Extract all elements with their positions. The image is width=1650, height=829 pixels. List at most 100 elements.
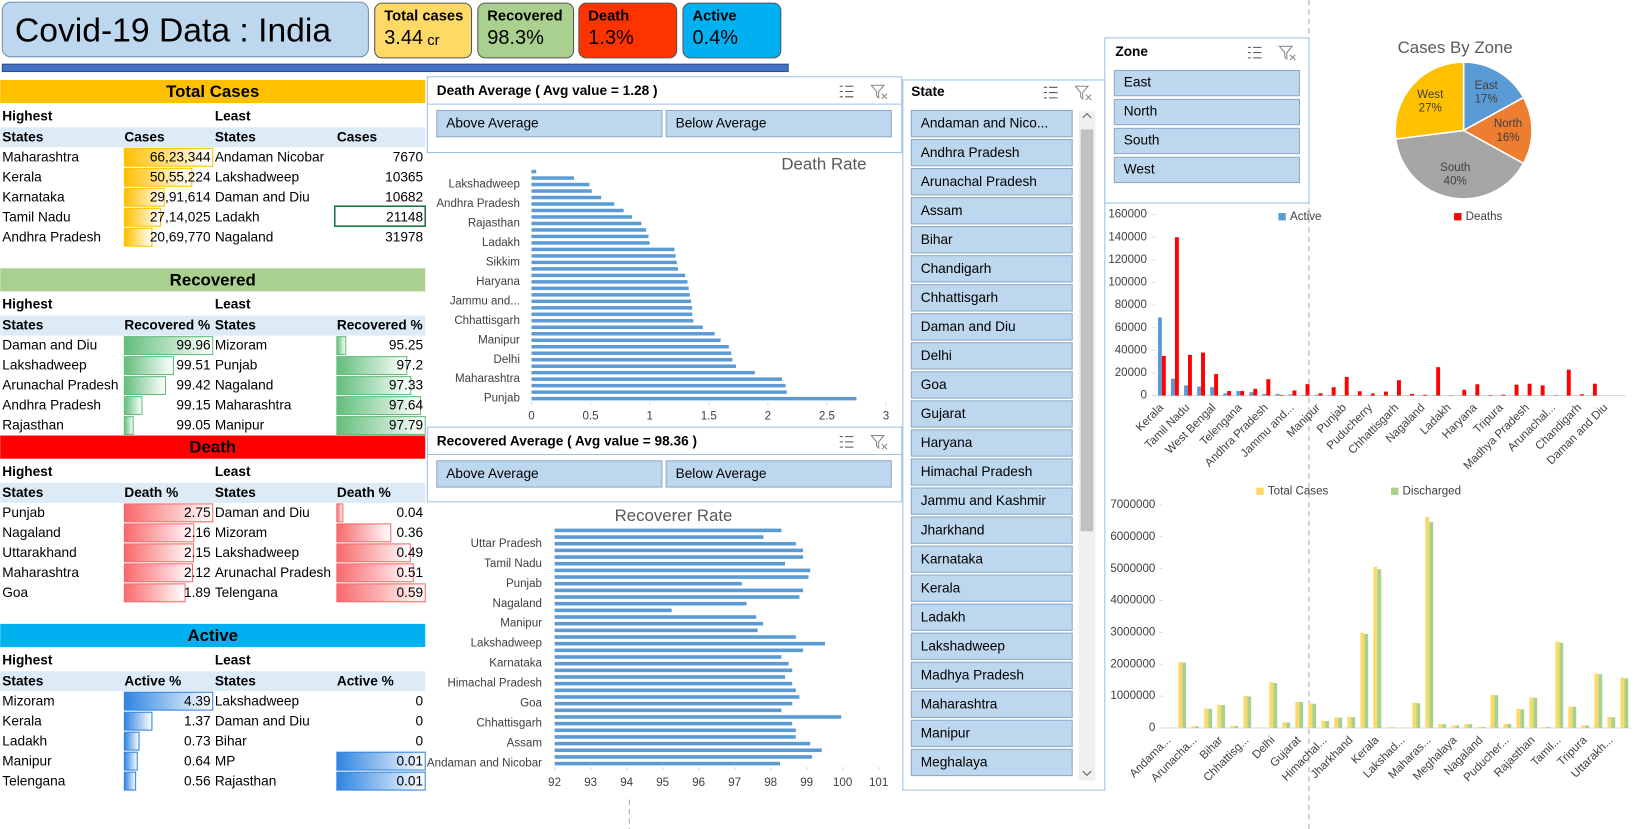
- slicer-button-label[interactable]: Lakshadweep: [921, 638, 1006, 653]
- slicer-button[interactable]: [910, 400, 1073, 428]
- slicer-button[interactable]: [910, 458, 1073, 486]
- slicer-button[interactable]: [1113, 69, 1300, 97]
- slicer-button-label[interactable]: Arunachal Pradesh: [921, 174, 1037, 189]
- slicer-button[interactable]: [910, 371, 1073, 399]
- slicer-button[interactable]: [910, 748, 1073, 777]
- slicer-button-label[interactable]: North: [1124, 104, 1157, 119]
- least-label: Least: [215, 297, 251, 312]
- slicer-button[interactable]: [910, 313, 1073, 341]
- x-tick-label: 95: [656, 777, 669, 789]
- slicer-button-label[interactable]: Below Average: [676, 116, 767, 131]
- slicer-button[interactable]: [910, 197, 1073, 225]
- slicer-button-label[interactable]: Above Average: [446, 116, 538, 131]
- clear-filter-icon[interactable]: [1074, 85, 1092, 101]
- slicer-button-label[interactable]: Maharashtra: [921, 696, 998, 711]
- slicer-button-label[interactable]: Manipur: [921, 726, 971, 741]
- slicer-button[interactable]: [910, 719, 1073, 748]
- slicer-button-label[interactable]: Karnataka: [921, 551, 984, 566]
- category-label: Karnataka: [489, 658, 542, 670]
- column-header: States: [2, 129, 43, 144]
- slicer-button-label[interactable]: Jammu and Kashmir: [921, 493, 1047, 508]
- slicer-button[interactable]: [1113, 156, 1300, 184]
- multi-select-icon[interactable]: [1247, 46, 1262, 59]
- slicer-button-label[interactable]: Ladakh: [921, 609, 966, 624]
- slicer-button[interactable]: [910, 138, 1073, 167]
- slicer-button-label[interactable]: Himachal Pradesh: [921, 464, 1033, 479]
- bar: [1503, 723, 1508, 729]
- bar: [554, 701, 793, 706]
- cell-value: 7670: [393, 149, 424, 164]
- slicer-title: Zone: [1115, 44, 1148, 59]
- multi-select-icon[interactable]: [1043, 86, 1058, 99]
- slicer-button[interactable]: [910, 284, 1073, 312]
- slicer-button[interactable]: [665, 109, 892, 138]
- bar: [1187, 354, 1192, 396]
- bar: [554, 568, 811, 573]
- slicer-button-label[interactable]: Kerala: [921, 580, 961, 595]
- clear-filter-icon[interactable]: [870, 84, 888, 100]
- slicer-button-label[interactable]: Bihar: [921, 232, 953, 247]
- bar: [1529, 697, 1534, 729]
- slicer-button[interactable]: [1113, 127, 1300, 155]
- chart-title: Death Rate: [781, 155, 866, 174]
- legend-swatch: [1278, 213, 1286, 221]
- data-bar: [123, 691, 214, 711]
- slicer-button[interactable]: [910, 168, 1073, 196]
- multi-select-icon[interactable]: [839, 436, 854, 448]
- slicer-button[interactable]: [1113, 98, 1300, 126]
- bar: [1269, 682, 1274, 729]
- clear-filter-icon[interactable]: [870, 435, 888, 450]
- cell-state: Telengana: [215, 585, 278, 600]
- slicer-button[interactable]: [910, 429, 1073, 457]
- slicer-button-label[interactable]: Andhra Pradesh: [921, 145, 1020, 160]
- slicer-button-label[interactable]: Meghalaya: [921, 755, 988, 770]
- bar: [1436, 367, 1441, 396]
- slicer-button-label[interactable]: Gujarat: [921, 406, 966, 421]
- category-label: Jammu and...: [450, 295, 520, 307]
- slicer-button-label[interactable]: West: [1124, 162, 1155, 177]
- slicer-button[interactable]: [436, 460, 663, 488]
- slicer-button-label[interactable]: Jharkhand: [921, 522, 985, 537]
- table-title-band: [0, 79, 426, 104]
- slicer-button-label[interactable]: Chandigarh: [921, 261, 992, 276]
- slicer-button-label[interactable]: Below Average: [676, 466, 767, 481]
- slicer-button[interactable]: [910, 109, 1073, 138]
- slicer-button[interactable]: [910, 226, 1073, 254]
- bar: [1527, 383, 1532, 396]
- slicer-button-label[interactable]: Andaman and Nico...: [921, 116, 1049, 131]
- slicer-button-label[interactable]: Goa: [921, 377, 947, 392]
- y-tick-label: 160000: [1108, 209, 1147, 221]
- slicer-button[interactable]: [910, 545, 1073, 573]
- slicer-button-label[interactable]: Chhattisgarh: [921, 290, 998, 305]
- slicer-button[interactable]: [910, 574, 1073, 602]
- slicer-button[interactable]: [910, 516, 1073, 544]
- multi-select-icon[interactable]: [839, 85, 854, 98]
- slicer-button-label[interactable]: Assam: [921, 203, 963, 218]
- bar: [1208, 708, 1213, 729]
- slicer-button[interactable]: [910, 603, 1073, 631]
- slicer-button-label[interactable]: Delhi: [921, 348, 952, 363]
- clear-filter-icon[interactable]: [1278, 45, 1296, 61]
- slicer-button[interactable]: [665, 460, 892, 488]
- slicer-button[interactable]: [910, 661, 1073, 689]
- slicer-button[interactable]: [910, 487, 1073, 515]
- slicer-button-label[interactable]: Madhya Pradesh: [921, 667, 1024, 682]
- slicer-button-label[interactable]: Haryana: [921, 435, 973, 450]
- column-header: States: [215, 318, 256, 333]
- bar: [1585, 725, 1590, 729]
- cell-state: Mizoram: [215, 338, 267, 353]
- slicer-button-label[interactable]: Daman and Diu: [921, 319, 1016, 334]
- scrollbar-thumb[interactable]: [1080, 129, 1094, 532]
- slicer-button[interactable]: [910, 342, 1073, 370]
- slicer-button-label[interactable]: East: [1124, 75, 1152, 90]
- cell-state: Nagaland: [2, 525, 60, 540]
- slicer-button-label[interactable]: South: [1124, 133, 1160, 148]
- cell-value: 0.04: [397, 505, 424, 520]
- slicer-button[interactable]: [910, 632, 1073, 660]
- slicer-button[interactable]: [910, 690, 1073, 719]
- cell-value: 99.96: [176, 338, 210, 353]
- cell-value: 2.75: [184, 505, 211, 520]
- slicer-button[interactable]: [910, 255, 1073, 283]
- slicer-button-label[interactable]: Above Average: [446, 466, 538, 481]
- slicer-button[interactable]: [436, 109, 663, 138]
